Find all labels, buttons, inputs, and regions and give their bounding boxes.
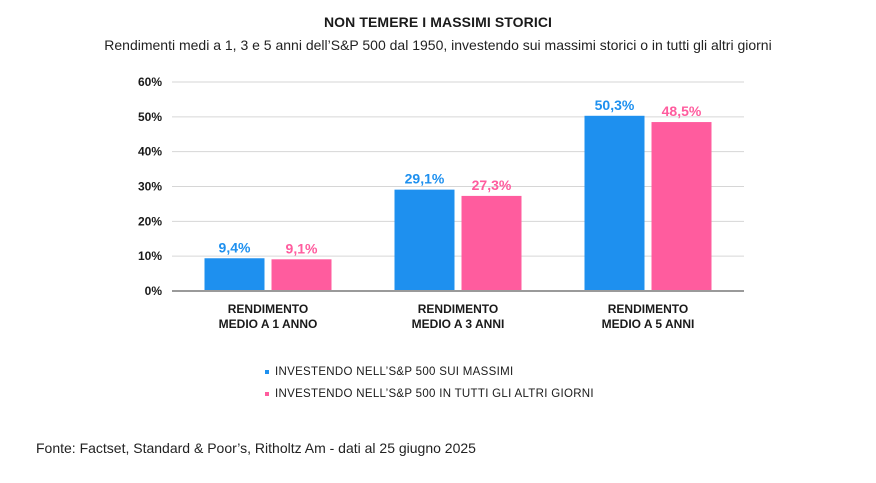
- bar: [651, 122, 712, 291]
- y-tick-label: 40%: [138, 145, 162, 159]
- source-note: Fonte: Factset, Standard & Poor’s, Ritho…: [36, 440, 476, 456]
- y-tick-label: 50%: [138, 110, 162, 124]
- data-label: 48,5%: [662, 103, 702, 119]
- x-category-label: MEDIO A 1 ANNO: [219, 317, 318, 331]
- bar: [204, 258, 265, 291]
- legend-label-sui-massimi: INVESTENDO NELL’S&P 500 SUI MASSIMI: [275, 366, 514, 378]
- y-tick-label: 20%: [138, 214, 162, 228]
- x-category-label: RENDIMENTO: [418, 302, 498, 316]
- data-label: 29,1%: [405, 171, 445, 187]
- x-category-label: MEDIO A 5 ANNI: [602, 317, 695, 331]
- data-label: 27,3%: [472, 177, 512, 193]
- chart-subtitle: Rendimenti medi a 1, 3 e 5 anni dell’S&P…: [104, 37, 772, 53]
- chart-title: NON TEMERE I MASSIMI STORICI: [323, 14, 553, 30]
- data-label: 9,4%: [219, 239, 251, 255]
- y-tick-label: 60%: [138, 75, 162, 89]
- y-tick-label: 0%: [145, 284, 163, 298]
- bar: [461, 195, 522, 291]
- legend: INVESTENDO NELL’S&P 500 SUI MASSIMI INVE…: [265, 361, 594, 405]
- x-category-label: MEDIO A 3 ANNI: [412, 317, 505, 331]
- x-category-label: RENDIMENTO: [228, 302, 308, 316]
- data-label: 9,1%: [286, 240, 318, 256]
- bar: [271, 259, 332, 291]
- legend-item-altri-giorni: INVESTENDO NELL’S&P 500 IN TUTTI GLI ALT…: [265, 383, 594, 405]
- y-tick-label: 10%: [138, 249, 162, 263]
- legend-label-altri-giorni: INVESTENDO NELL’S&P 500 IN TUTTI GLI ALT…: [275, 388, 594, 400]
- y-tick-label: 30%: [138, 180, 162, 194]
- x-category-label: RENDIMENTO: [608, 302, 688, 316]
- data-label: 50,3%: [595, 97, 635, 113]
- legend-swatch-blue: [265, 370, 269, 374]
- legend-swatch-pink: [265, 392, 269, 396]
- bar: [394, 189, 455, 291]
- legend-item-sui-massimi: INVESTENDO NELL’S&P 500 SUI MASSIMI: [265, 361, 594, 383]
- bar: [584, 115, 645, 291]
